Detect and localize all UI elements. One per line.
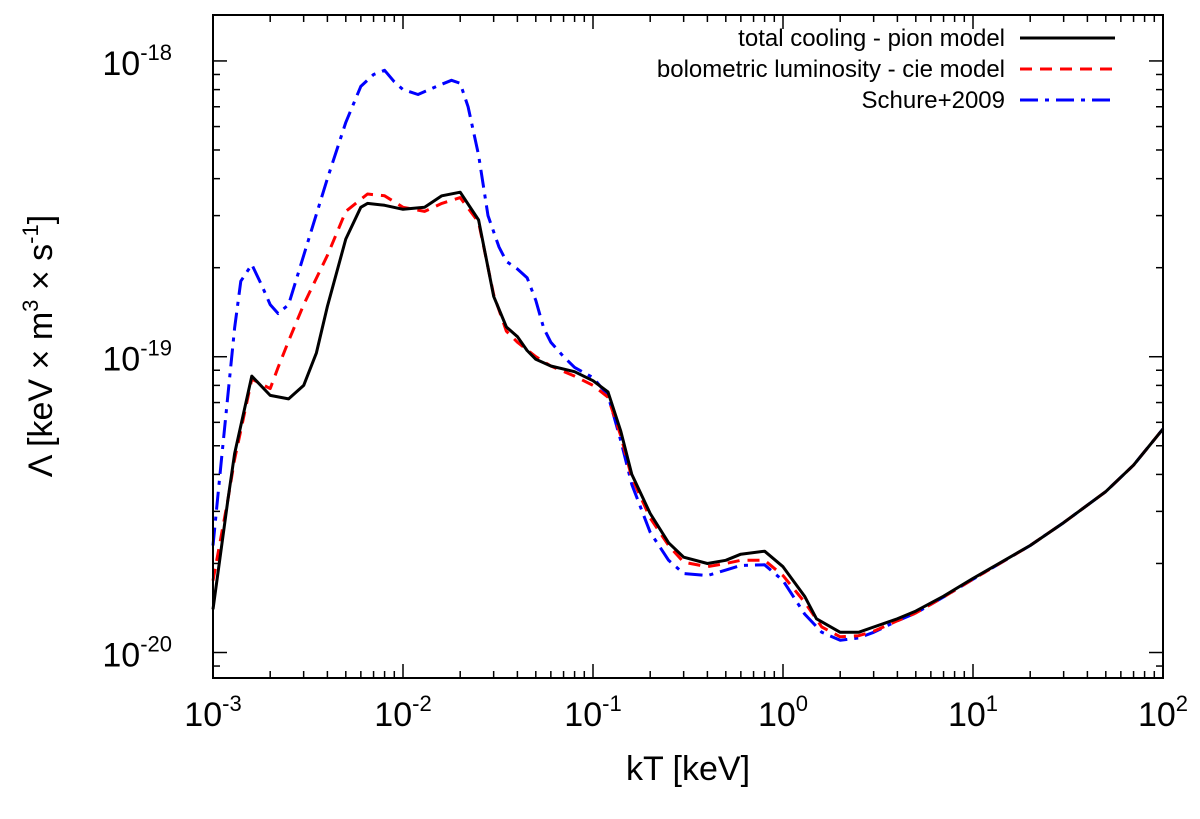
legend-label: bolometric luminosity - cie model <box>657 56 1005 83</box>
x-tick-label: 100 <box>758 691 808 734</box>
x-tick-label: 10-2 <box>374 691 431 734</box>
x-tick-label: 101 <box>948 691 998 734</box>
y-axis-title: Λ [keV × m3 × s-1] <box>18 215 60 477</box>
series-layer <box>211 68 1165 642</box>
x-tick-label: 10-3 <box>184 691 241 734</box>
plot-frame <box>212 14 1164 679</box>
legend-label: total cooling - pion model <box>738 25 1005 52</box>
x-axis-title: kT [keV] <box>626 750 750 788</box>
series-line-1 <box>211 192 1165 639</box>
legend-label: Schure+2009 <box>862 87 1005 114</box>
x-tick-label: 102 <box>1138 691 1188 734</box>
x-tick-labels: 10-3 10-2 10-1 100 101 102 <box>184 691 1188 734</box>
y-tick-label: 10-18 <box>102 40 172 83</box>
series-line-2 <box>211 68 1165 642</box>
series-line-0 <box>211 190 1165 634</box>
tick-marks <box>212 15 1164 678</box>
y-tick-labels: 10-20 10-19 10-18 <box>102 40 172 675</box>
y-tick-label: 10-20 <box>102 632 172 675</box>
x-tick-label: 10-1 <box>564 691 621 734</box>
y-tick-label: 10-19 <box>102 336 172 379</box>
legend: total cooling - pion model bolometric lum… <box>657 25 1115 114</box>
